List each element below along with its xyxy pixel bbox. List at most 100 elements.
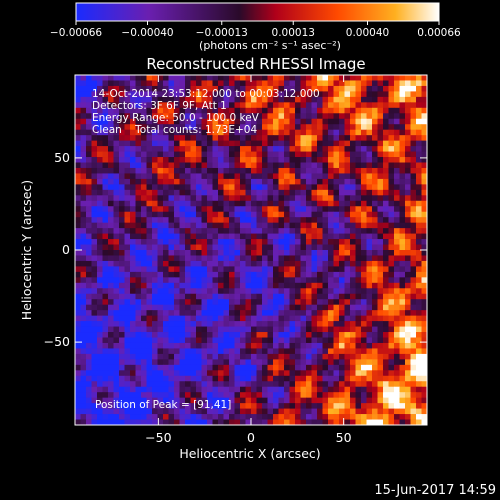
heatmap-cell: [179, 178, 186, 185]
heatmap-cell: [333, 228, 340, 234]
heatmap-cell: [168, 321, 175, 327]
heatmap-cell: [157, 80, 164, 87]
heatmap-cell: [394, 151, 400, 158]
heatmap-cell: [141, 140, 147, 147]
heatmap-cell: [91, 386, 98, 393]
heatmap-cell: [163, 299, 169, 306]
heatmap-cell: [306, 135, 312, 142]
heatmap-cell: [168, 255, 175, 262]
heatmap-cell: [273, 332, 279, 338]
heatmap-cell: [163, 255, 169, 262]
heatmap-cell: [317, 75, 323, 81]
heatmap-cell: [361, 353, 367, 360]
heatmap-cell: [108, 107, 114, 114]
heatmap-cell: [317, 189, 323, 196]
heatmap-cell: [339, 217, 345, 224]
heatmap-cell: [273, 359, 279, 366]
heatmap-cell: [163, 200, 169, 207]
heatmap-cell: [421, 146, 427, 152]
heatmap-cell: [262, 359, 268, 366]
heatmap-cell: [119, 228, 125, 234]
heatmap-cell: [399, 386, 406, 393]
heatmap-cell: [273, 414, 279, 420]
heatmap-cell: [245, 359, 252, 366]
heatmap-cell: [119, 151, 125, 158]
heatmap-cell: [344, 124, 351, 131]
heatmap-cell: [141, 277, 147, 284]
heatmap-cell: [262, 353, 268, 360]
heatmap-cell: [366, 288, 373, 295]
colorbar-units: (photons cm⁻² s⁻¹ asec⁻²): [199, 39, 341, 52]
heatmap-cell: [267, 288, 274, 295]
heatmap-cell: [256, 250, 263, 256]
heatmap-cell: [108, 255, 114, 262]
heatmap-cell: [179, 206, 186, 213]
heatmap-cell: [223, 364, 230, 371]
heatmap-cell: [267, 75, 274, 81]
heatmap-cell: [372, 304, 378, 311]
heatmap-cell: [229, 321, 235, 327]
heatmap-cell: [102, 364, 109, 371]
heatmap-cell: [190, 157, 197, 163]
heatmap-cell: [229, 151, 235, 158]
heatmap-cell: [91, 96, 98, 103]
heatmap-cell: [361, 414, 367, 420]
heatmap-cell: [108, 359, 114, 366]
heatmap-cell: [262, 326, 268, 333]
heatmap-cell: [75, 178, 81, 185]
heatmap-cell: [350, 408, 356, 415]
heatmap-cell: [179, 135, 186, 142]
heatmap-cell: [344, 151, 351, 158]
heatmap-cell: [289, 255, 296, 262]
heatmap-cell: [361, 260, 367, 267]
heatmap-cell: [234, 414, 241, 420]
heatmap-cell: [284, 315, 290, 322]
heatmap-cell: [157, 113, 164, 120]
heatmap-cell: [405, 310, 411, 317]
heatmap-cell: [229, 408, 235, 415]
heatmap-cell: [245, 370, 252, 377]
heatmap-cell: [410, 299, 417, 306]
heatmap-cell: [366, 233, 373, 240]
x-axis-ticks: −50 0 50: [145, 75, 352, 445]
heatmap-cell: [108, 146, 114, 152]
heatmap-cell: [322, 96, 329, 103]
heatmap-cell: [245, 260, 252, 267]
heatmap-cell: [152, 217, 158, 224]
heatmap-cell: [124, 102, 131, 109]
heatmap-cell: [333, 288, 340, 295]
heatmap-cell: [130, 244, 136, 251]
heatmap-cell: [218, 419, 224, 425]
heatmap-cell: [141, 299, 147, 306]
heatmap-cell: [328, 75, 334, 81]
heatmap-cell: [141, 124, 147, 131]
heatmap-cell: [141, 397, 147, 404]
heatmap-cell: [372, 250, 378, 256]
heatmap-cell: [146, 91, 153, 98]
heatmap-cell: [306, 255, 312, 262]
heatmap-cell: [383, 326, 389, 333]
heatmap-cell: [350, 315, 356, 322]
heatmap-cell: [421, 288, 427, 295]
heatmap-cell: [108, 211, 114, 218]
heatmap-cell: [75, 315, 81, 322]
heatmap-cell: [229, 359, 235, 366]
heatmap-cell: [300, 408, 307, 415]
heatmap-cell: [174, 386, 180, 393]
heatmap-cell: [135, 315, 142, 322]
heatmap-cell: [124, 233, 131, 240]
heatmap-cell: [229, 299, 235, 306]
heatmap-cell: [168, 146, 175, 152]
heatmap-cell: [113, 107, 120, 114]
heatmap-cell: [75, 414, 81, 420]
heatmap-cell: [245, 96, 252, 103]
heatmap-cell: [102, 332, 109, 338]
heatmap-cell: [130, 299, 136, 306]
heatmap-cell: [377, 162, 384, 169]
heatmap-cell: [366, 184, 373, 191]
heatmap-cell: [124, 211, 131, 218]
heatmap-cell: [322, 288, 329, 295]
heatmap-cell: [317, 140, 323, 147]
heatmap-cell: [416, 315, 422, 322]
heatmap-cell: [119, 364, 125, 371]
